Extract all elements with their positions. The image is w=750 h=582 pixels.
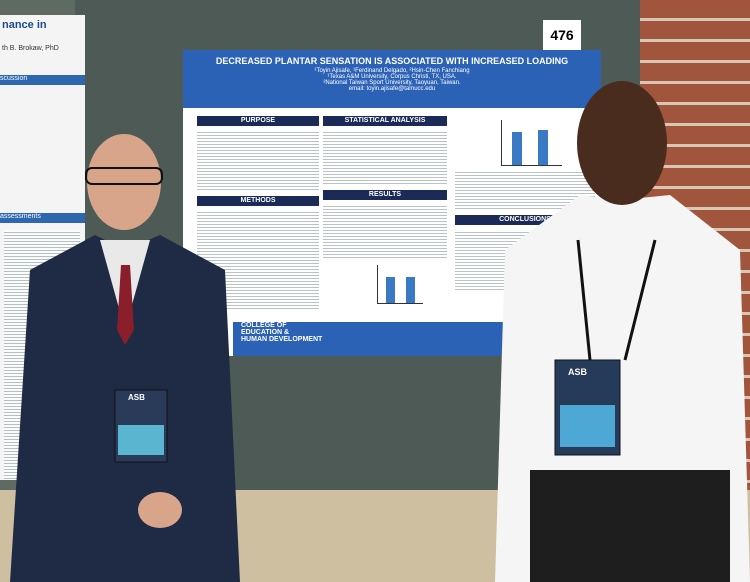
glasses — [85, 167, 163, 185]
footer-line: HUMAN DEVELOPMENT — [241, 336, 323, 343]
section-heading: METHODS — [197, 196, 319, 206]
section-heading: CONCLUSIONS — [455, 215, 595, 225]
right-person-head — [577, 81, 667, 205]
badge-text: ASB — [128, 393, 145, 402]
left-heading: assessments — [0, 213, 85, 223]
left-poster-title: nance in — [2, 19, 47, 31]
affiliation: ¹Texas A&M University, Corpus Christi, T… — [327, 74, 457, 80]
badge-text: ASB — [568, 367, 588, 377]
footer-line: EDUCATION & — [241, 329, 290, 336]
text-lines — [323, 204, 447, 259]
email: email: toyin.ajisafe@tamucc.edu — [348, 86, 436, 92]
booth-number: 476 — [543, 20, 581, 50]
left-person-head — [87, 134, 161, 230]
figure-bar — [512, 132, 522, 165]
text-lines — [197, 130, 319, 192]
poster-title: DECREASED PLANTAR SENSATION IS ASSOCIATE… — [215, 56, 569, 66]
right-person-pants — [530, 470, 730, 582]
section-heading: STATISTICAL ANALYSIS — [323, 116, 447, 126]
left-poster-author: th B. Brokaw, PhD — [2, 45, 59, 52]
section-heading: PURPOSE — [197, 116, 319, 126]
affiliation: ²National Taiwan Sport University, Taoyu… — [323, 80, 461, 86]
text-lines — [323, 130, 447, 185]
footer-line: COLLEGE OF — [241, 322, 287, 329]
poster-header: DECREASED PLANTAR SENSATION IS ASSOCIATE… — [183, 50, 601, 108]
authors: ¹Toyin Ajisafe, ¹Ferdinand Delgado, ²Hsi… — [314, 68, 470, 74]
badge-card — [118, 425, 164, 455]
left-person-hands — [138, 492, 182, 528]
figure-bar — [406, 277, 415, 303]
badge-card — [560, 405, 615, 447]
left-person-tie — [117, 265, 134, 345]
figure-bar — [538, 130, 548, 165]
figure — [501, 120, 562, 166]
figure — [377, 265, 423, 304]
figure-bar — [386, 277, 395, 303]
left-heading: scussion — [0, 75, 85, 85]
section-heading: RESULTS — [323, 190, 447, 200]
lanyard — [576, 239, 657, 361]
